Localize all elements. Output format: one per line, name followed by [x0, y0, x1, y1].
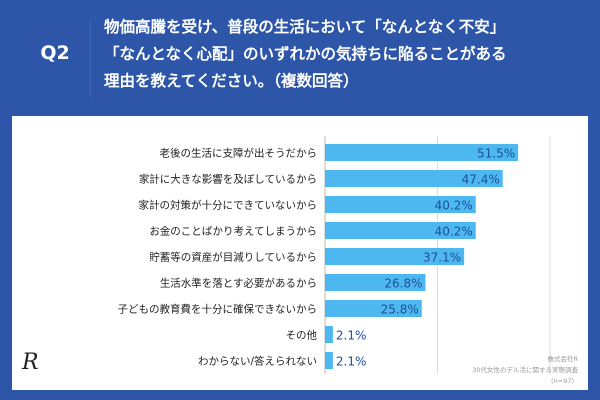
bar: [325, 144, 519, 161]
bar: [325, 222, 476, 239]
category-label: 家計に大きな影響を及ぼしているから: [139, 173, 317, 186]
category-label: 老後の生活に支障が出そうだから: [160, 147, 318, 160]
value-label: 25.8%: [381, 303, 419, 317]
bar: [325, 196, 476, 213]
value-label: 51.5%: [477, 147, 515, 161]
question-line: 「なんとなく心配」のいずれかの気持ちに陥ることがある: [104, 45, 507, 63]
category-label: お金のことばかり考えてしまうから: [149, 225, 317, 238]
bar: [325, 352, 333, 369]
bar: [325, 326, 333, 343]
value-label: 2.1%: [336, 355, 367, 369]
value-label: 37.1%: [423, 251, 461, 265]
value-label: 40.2%: [435, 225, 473, 239]
bar: [325, 274, 426, 291]
question-text: 物価高騰を受け、普段の生活において「なんとなく不安」 「なんとなく心配」のいずれ…: [104, 14, 507, 95]
divider: [90, 20, 91, 98]
category-label: わからない/答えられない: [198, 355, 317, 368]
category-label: 貯蓄等の資産が目減りしているから: [149, 251, 317, 264]
company-name: 株式会社R: [547, 355, 578, 363]
footnote: 株式会社R 30代女性のデル活に関する実態調査 （n=97）: [472, 354, 578, 387]
survey-name: 30代女性のデル活に関する実態調査: [472, 366, 578, 374]
question-line: 理由を教えてください。（複数回答）: [104, 72, 359, 90]
bar: [325, 248, 465, 265]
value-label: 40.2%: [435, 199, 473, 213]
bar: [325, 170, 503, 187]
company-logo: R: [22, 350, 39, 375]
category-label: 子どもの教育費を十分に確保できないから: [118, 303, 318, 316]
value-label: 26.8%: [384, 277, 422, 291]
sample-size: （n=97）: [547, 377, 578, 385]
question-number: Q2: [40, 42, 70, 64]
chart-panel: [12, 116, 588, 390]
category-label: その他: [286, 329, 318, 342]
value-label: 47.4%: [462, 173, 500, 187]
question-line: 物価高騰を受け、普段の生活において「なんとなく不安」: [104, 18, 506, 36]
bar: [325, 300, 422, 317]
category-label: 家計の対策が十分にできていないから: [139, 199, 318, 212]
category-label: 生活水準を落とす必要があるから: [160, 277, 317, 290]
value-label: 2.1%: [336, 329, 367, 343]
